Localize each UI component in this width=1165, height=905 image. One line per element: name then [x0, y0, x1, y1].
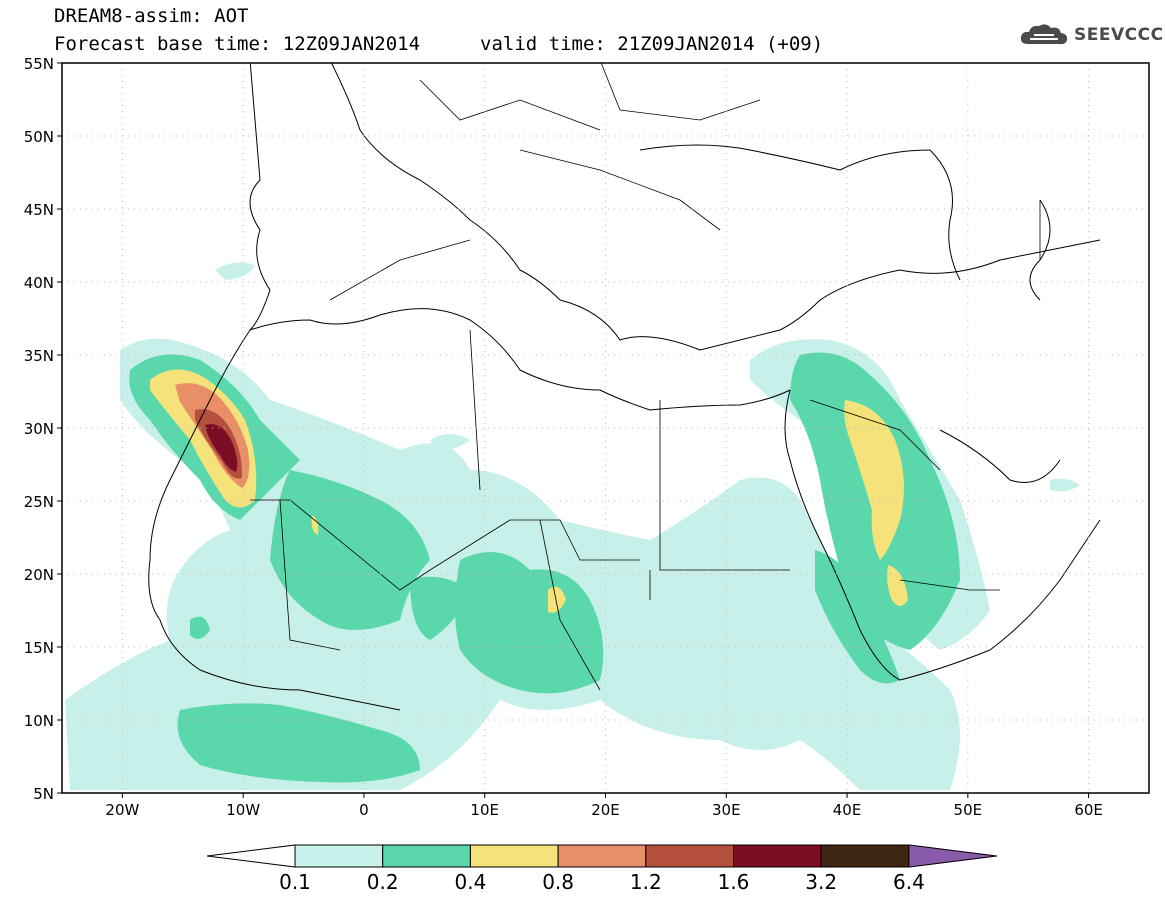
- colorbar-over-arrow: [908, 844, 997, 868]
- colorbar-box: [733, 844, 822, 868]
- colorbar-labels: 0.1 0.2 0.4 0.8 1.2 1.6 3.2 6.4: [279, 870, 925, 894]
- colorbar-label: 0.4: [454, 870, 486, 894]
- colorbar-label: 3.2: [805, 870, 837, 894]
- lon-label: 60E: [1074, 801, 1103, 819]
- colorbar-box: [820, 844, 910, 868]
- colorbar-box: [645, 844, 734, 868]
- latitude-labels: 55N 50N 45N 40N 35N 30N 25N 20N 15N 10N 5N: [24, 55, 62, 803]
- lon-label: 10W: [226, 801, 260, 819]
- colorbar-box: [469, 844, 559, 868]
- cloud-icon: [1020, 24, 1068, 45]
- lat-label: 15N: [24, 639, 54, 657]
- lat-label: 40N: [24, 274, 54, 292]
- lon-label: 0: [359, 801, 369, 819]
- colorbar-under-arrow: [206, 844, 296, 868]
- lat-label: 50N: [24, 128, 54, 146]
- colorbar-label: 1.6: [718, 870, 750, 894]
- lon-label: 30E: [712, 801, 741, 819]
- colorbar-box: [382, 844, 471, 868]
- lat-label: 55N: [24, 55, 54, 73]
- seevccc-logo: SEEVCCC: [1018, 22, 1164, 48]
- aot-field: [65, 262, 1080, 790]
- lat-label: 45N: [24, 201, 54, 219]
- lat-label: 25N: [24, 493, 54, 511]
- longitude-labels: 20W 10W 0 10E 20E 30E 40E 50E 60E: [105, 793, 1103, 819]
- colorbar-label: 1.2: [630, 870, 662, 894]
- lat-label: 35N: [24, 347, 54, 365]
- lon-label: 50E: [954, 801, 983, 819]
- logo-text: SEEVCCC: [1074, 25, 1164, 45]
- colorbar-box: [557, 844, 647, 868]
- lat-label: 20N: [24, 566, 54, 584]
- lon-label: 40E: [833, 801, 862, 819]
- country-borders: [250, 63, 1041, 691]
- lon-label: 20W: [105, 801, 139, 819]
- colorbar-label: 0.8: [542, 870, 574, 894]
- colorbar: [206, 844, 997, 868]
- forecast-base-time: Forecast base time: 12Z09JAN2014: [54, 33, 421, 55]
- lat-label: 10N: [24, 712, 54, 730]
- colorbar-label: 0.1: [279, 870, 311, 894]
- colorbar-label: 6.4: [893, 870, 925, 894]
- colorbar-box: [294, 844, 384, 868]
- coastlines: [148, 63, 1101, 711]
- lat-label: 30N: [24, 420, 54, 438]
- colorbar-label: 0.2: [367, 870, 399, 894]
- map-title: DREAM8-assim: AOT: [54, 5, 249, 27]
- lon-label: 20E: [591, 801, 620, 819]
- aot-level-1.6: [205, 424, 238, 472]
- lat-label: 5N: [33, 785, 54, 803]
- lon-label: 10E: [470, 801, 499, 819]
- valid-time: valid time: 21Z09JAN2014 (+09): [480, 33, 824, 55]
